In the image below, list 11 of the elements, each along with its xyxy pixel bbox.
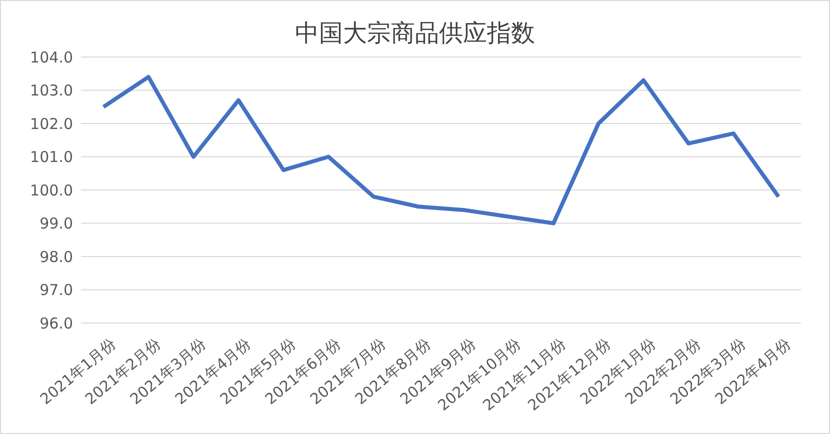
y-tick-label: 101.0 — [30, 148, 73, 166]
y-tick-label: 100.0 — [30, 181, 73, 200]
y-tick-label: 97.0 — [40, 281, 73, 300]
y-tick-label: 104.0 — [30, 48, 73, 66]
y-tick-label: 102.0 — [30, 114, 73, 133]
chart-title: 中国大宗商品供应指数 — [295, 19, 535, 47]
y-tick-label: 99.0 — [40, 214, 73, 233]
y-tick-label: 103.0 — [30, 82, 73, 100]
y-tick-label: 98.0 — [40, 248, 73, 266]
line-series — [102, 74, 780, 226]
y-tick-label: 96.0 — [40, 314, 73, 332]
